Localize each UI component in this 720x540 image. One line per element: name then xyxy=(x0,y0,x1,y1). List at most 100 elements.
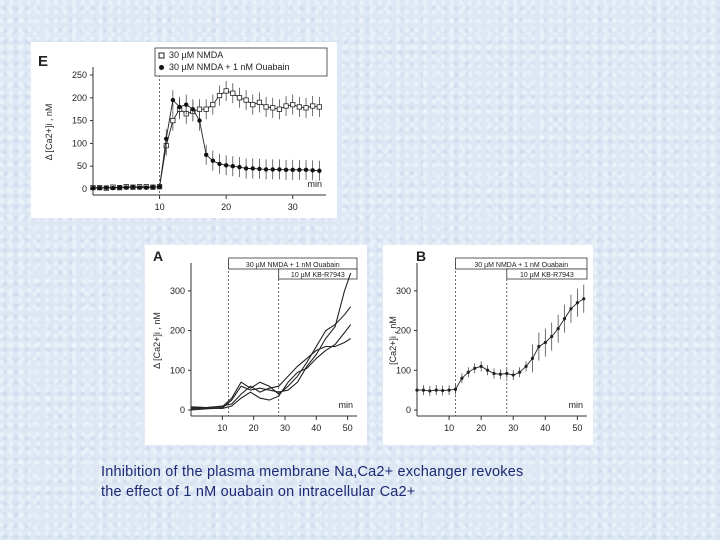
data-point-filled-circle xyxy=(290,167,295,173)
y-tick-label: 100 xyxy=(170,365,185,375)
chart-b: B [Ca2+]i , nM 0 100 200 300 10 20 30 40 50 min 30 µ… xyxy=(388,248,588,433)
data-point-filled-circle xyxy=(177,104,182,110)
data-point xyxy=(466,370,470,374)
data-point-open-square xyxy=(223,88,229,94)
data-point xyxy=(447,388,451,392)
y-tick-label: 200 xyxy=(72,93,87,103)
data-point-open-square xyxy=(216,92,223,99)
data-point-open-square xyxy=(243,97,249,103)
y-tick-label: 0 xyxy=(406,405,411,415)
y-tick-label: 50 xyxy=(77,161,87,171)
data-point-filled-circle xyxy=(150,184,156,190)
x-tick-label: 40 xyxy=(540,423,550,433)
data-point-open-square xyxy=(210,102,216,108)
data-point xyxy=(441,388,445,393)
data-point-filled-circle xyxy=(197,118,202,123)
data-point-open-square xyxy=(310,103,316,109)
data-point-filled-circle xyxy=(104,185,109,190)
data-point xyxy=(575,301,579,305)
annotation-nmda-ouabain: 30 µM NMDA + 1 nM Ouabain xyxy=(246,262,340,269)
annotation-kb-r7943: 10 µM KB-R7943 xyxy=(291,272,345,279)
annotation-box xyxy=(278,268,358,280)
data-point xyxy=(524,364,528,368)
data-point xyxy=(453,387,458,391)
x-tick-label: 10 xyxy=(217,423,227,433)
figure-caption: Inhibition of the plasma membrane Na,Ca2… xyxy=(101,462,701,502)
y-tick-label: 100 xyxy=(396,365,411,375)
data-point-open-square xyxy=(170,118,176,124)
legend-box xyxy=(154,47,328,77)
y-axis-label: Δ [Ca2+]i , nM xyxy=(152,312,162,369)
data-point xyxy=(562,317,567,321)
data-point xyxy=(434,388,438,392)
legend-label: 30 µM NMDA xyxy=(169,50,223,60)
chart-panel-e: E Δ [Ca2+]i , nM 0 50 100 150 200 250 10 20 30 min 3… xyxy=(31,42,337,218)
legend-marker-filled-circle xyxy=(159,65,164,70)
legend-marker-open-square xyxy=(158,52,165,59)
data-point-filled-circle xyxy=(157,184,162,189)
data-point-filled-circle xyxy=(257,166,262,172)
data-point-open-square xyxy=(230,90,236,96)
chart-a: A Δ [Ca2+]i , nM 0 100 200 300 10 20 30 40 50 min 30… xyxy=(152,248,358,433)
annotation-kb-r7943: 10 µM KB-R7943 xyxy=(520,272,574,279)
data-point-filled-circle xyxy=(277,167,282,172)
panel-label: E xyxy=(38,53,48,70)
y-tick-label: 0 xyxy=(180,405,185,415)
x-tick-label: 50 xyxy=(343,423,353,433)
data-point-open-square xyxy=(290,102,296,108)
chart-e: E Δ [Ca2+]i , nM 0 50 100 150 200 250 10 20 30 min 3… xyxy=(38,47,328,212)
data-point-filled-circle xyxy=(97,185,102,191)
x-axis-label: min xyxy=(307,179,322,189)
data-point xyxy=(473,366,477,370)
data-point-filled-circle xyxy=(317,168,322,173)
x-tick-label: 50 xyxy=(572,423,582,433)
data-point xyxy=(479,364,483,368)
data-point-filled-circle xyxy=(270,167,275,172)
data-point-open-square xyxy=(303,105,309,111)
data-point xyxy=(415,388,419,392)
data-point xyxy=(530,356,535,360)
x-axis-label: min xyxy=(338,400,353,410)
data-point-open-square xyxy=(256,99,263,105)
data-point xyxy=(511,373,515,377)
y-tick-label: 300 xyxy=(396,286,411,296)
y-tick-label: 300 xyxy=(170,286,185,296)
data-point-filled-circle xyxy=(243,166,249,171)
data-point-filled-circle xyxy=(144,185,149,190)
y-axis-label: Δ [Ca2+]i , nM xyxy=(44,104,54,161)
data-point xyxy=(582,297,586,301)
series-line xyxy=(190,324,352,410)
chart-panel-a: A Δ [Ca2+]i , nM 0 100 200 300 10 20 30 40 50 min 30… xyxy=(145,245,367,445)
data-point-open-square xyxy=(263,104,269,110)
data-point-filled-circle xyxy=(203,152,209,157)
data-point-filled-circle xyxy=(237,164,242,170)
x-tick-label: 10 xyxy=(155,202,165,212)
y-tick-label: 250 xyxy=(72,70,87,80)
y-tick-label: 150 xyxy=(72,116,87,126)
data-point xyxy=(550,334,554,339)
data-point-filled-circle xyxy=(164,136,169,142)
data-point-filled-circle xyxy=(283,167,289,173)
data-point-filled-circle xyxy=(184,102,189,107)
data-point-filled-circle xyxy=(124,185,129,190)
data-point-filled-circle xyxy=(263,167,269,172)
data-point-open-square xyxy=(296,104,302,110)
data-point-open-square xyxy=(276,106,282,112)
series-line xyxy=(190,272,352,411)
annotation-box xyxy=(506,268,588,280)
data-point-filled-circle xyxy=(210,158,216,163)
y-tick-label: 200 xyxy=(396,326,411,336)
data-point xyxy=(505,371,509,376)
x-tick-label: 20 xyxy=(249,423,259,433)
data-point-open-square xyxy=(316,104,322,110)
data-point xyxy=(537,344,541,349)
data-point xyxy=(485,368,490,372)
data-point-open-square xyxy=(236,95,243,101)
data-point xyxy=(421,388,426,392)
data-point-filled-circle xyxy=(117,185,122,190)
y-tick-label: 100 xyxy=(72,138,87,148)
data-point-filled-circle xyxy=(137,185,142,190)
data-point-open-square xyxy=(270,105,276,111)
data-point xyxy=(498,372,502,376)
y-tick-label: 200 xyxy=(170,326,185,336)
